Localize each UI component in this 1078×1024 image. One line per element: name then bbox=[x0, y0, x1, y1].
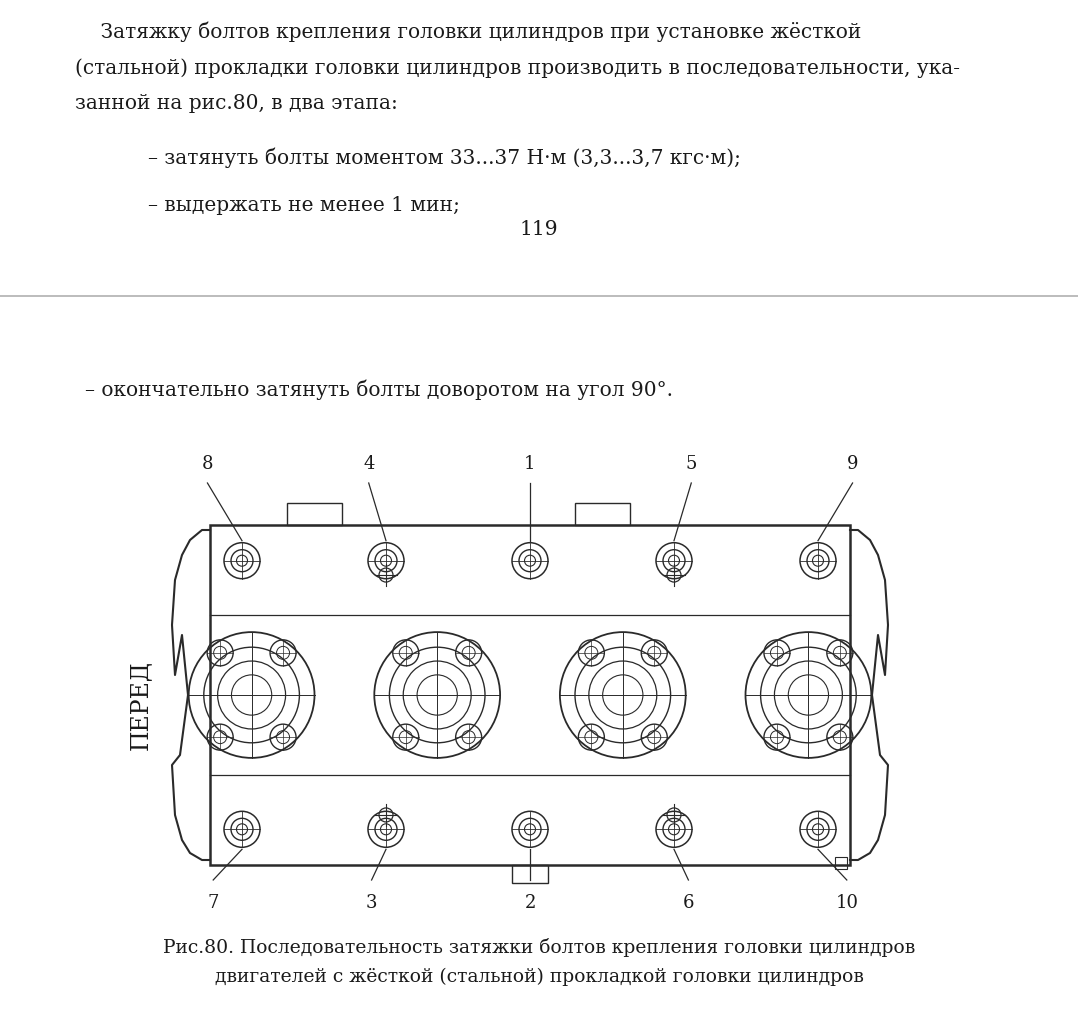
Text: Рис.80. Последовательность затяжки болтов крепления головки цилиндров: Рис.80. Последовательность затяжки болто… bbox=[163, 938, 915, 957]
Text: занной на рис.80, в два этапа:: занной на рис.80, в два этапа: bbox=[75, 94, 398, 113]
Text: 10: 10 bbox=[835, 894, 858, 912]
Bar bbox=[210, 525, 849, 865]
Text: 6: 6 bbox=[682, 894, 694, 912]
Text: 3: 3 bbox=[365, 894, 377, 912]
Text: 1: 1 bbox=[524, 455, 536, 473]
Text: 4: 4 bbox=[363, 455, 374, 473]
Text: – затянуть болты моментом 33...37 Н·м (3,3...3,7 кгс·м);: – затянуть болты моментом 33...37 Н·м (3… bbox=[148, 148, 741, 169]
Text: – выдержать не менее 1 мин;: – выдержать не менее 1 мин; bbox=[148, 196, 460, 215]
Text: двигателей с жёсткой (стальной) прокладкой головки цилиндров: двигателей с жёсткой (стальной) прокладк… bbox=[215, 968, 863, 986]
Text: ПЕРЕД: ПЕРЕД bbox=[128, 659, 152, 750]
Bar bbox=[512, 865, 548, 883]
Text: 2: 2 bbox=[524, 894, 536, 912]
Text: 119: 119 bbox=[520, 220, 558, 239]
Text: 5: 5 bbox=[686, 455, 697, 473]
Text: Затяжку болтов крепления головки цилиндров при установке жёсткой: Затяжку болтов крепления головки цилиндр… bbox=[75, 22, 861, 43]
Text: (стальной) прокладки головки цилиндров производить в последовательности, ука-: (стальной) прокладки головки цилиндров п… bbox=[75, 58, 960, 78]
Bar bbox=[575, 503, 630, 525]
Text: 7: 7 bbox=[207, 894, 219, 912]
Bar bbox=[287, 503, 342, 525]
Text: 8: 8 bbox=[202, 455, 213, 473]
Text: – окончательно затянуть болты доворотом на угол 90°.: – окончательно затянуть болты доворотом … bbox=[85, 380, 673, 400]
Bar bbox=[835, 857, 847, 869]
Text: 9: 9 bbox=[847, 455, 858, 473]
